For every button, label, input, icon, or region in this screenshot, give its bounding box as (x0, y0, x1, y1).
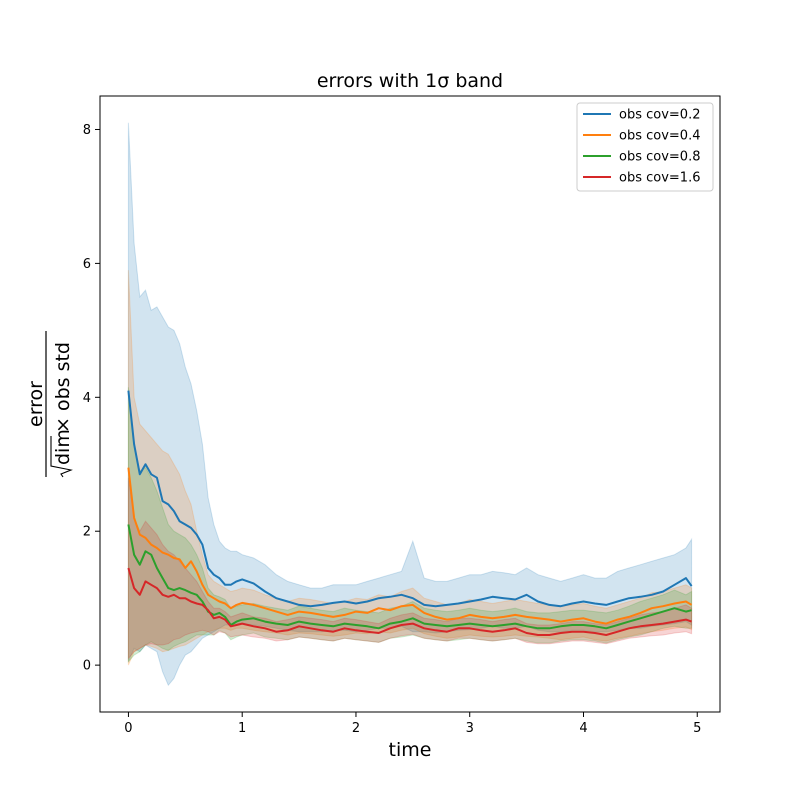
y-axis-label-denominator: × obs std (52, 342, 74, 433)
series-lines (127, 390, 693, 636)
x-tick-label: 4 (579, 721, 587, 736)
x-axis-label: time (389, 739, 432, 761)
legend-label-3: obs cov=1.6 (619, 171, 700, 186)
x-tick-label: 0 (124, 721, 132, 736)
line-series-2 (127, 524, 692, 630)
y-axis-ticks: 0 2 4 6 8 (83, 123, 100, 674)
legend-box (576, 102, 714, 192)
y-tick-label: 0 (83, 659, 91, 674)
x-axis-ticks: 0 1 2 3 4 5 (124, 712, 701, 736)
y-tick-label: 4 (83, 391, 91, 406)
chart-title: errors with 1σ band (317, 70, 503, 92)
y-tick-label: 2 (83, 525, 91, 540)
y-axis-label-sqrt-sign (50, 436, 73, 478)
legend-label-1: obs cov=0.4 (619, 129, 700, 144)
plot-frame (99, 95, 721, 713)
x-tick-label: 2 (352, 721, 360, 736)
confidence-bands (127, 122, 693, 687)
y-axis-label: error dim × obs std (25, 331, 74, 478)
y-tick-label: 6 (83, 257, 91, 272)
x-tick-label: 3 (466, 721, 474, 736)
band-series-3 (127, 477, 693, 660)
y-axis-label-root: dim (52, 429, 74, 465)
y-axis-label-numerator: error (25, 381, 47, 427)
line-series-3 (127, 567, 692, 636)
line-series-1 (127, 467, 693, 625)
legend-label-2: obs cov=0.8 (619, 150, 700, 165)
legend: obs cov=0.2 obs cov=0.4 obs cov=0.8 obs cov… (576, 102, 714, 192)
legend-label-0: obs cov=0.2 (619, 108, 700, 123)
y-tick-label: 8 (83, 123, 91, 138)
x-tick-label: 5 (693, 721, 701, 736)
line-series-0 (127, 390, 693, 608)
x-tick-label: 1 (238, 721, 246, 736)
band-series-1 (127, 270, 693, 666)
